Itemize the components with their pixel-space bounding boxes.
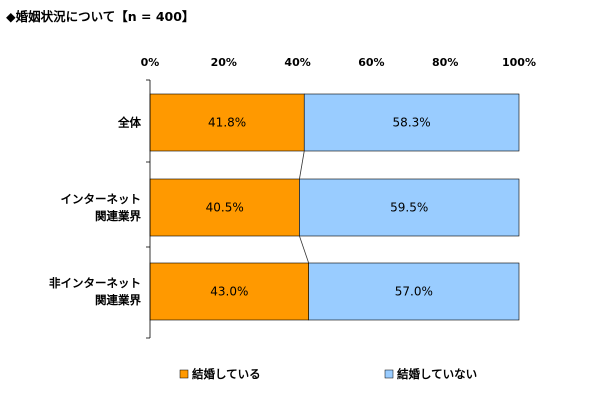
x-tick-label: 0% bbox=[141, 56, 160, 69]
category-label: 関連業界 bbox=[95, 293, 141, 307]
chart-title: ◆婚姻状況について【n = 400】 bbox=[6, 9, 195, 24]
series-line bbox=[299, 235, 310, 264]
data-label: 59.5% bbox=[390, 201, 428, 215]
legend-label: 結婚していない bbox=[397, 367, 477, 381]
legend-label: 結婚している bbox=[192, 367, 261, 381]
category-label: 非インターネット bbox=[49, 276, 141, 290]
category-label: 全体 bbox=[117, 116, 141, 130]
x-tick-label: 60% bbox=[358, 56, 384, 69]
x-tick-label: 80% bbox=[432, 56, 458, 69]
bar-segment bbox=[299, 178, 520, 237]
legend-swatch bbox=[179, 369, 189, 379]
x-tick-label: 100% bbox=[502, 56, 536, 69]
data-label: 40.5% bbox=[206, 201, 244, 215]
data-label: 41.8% bbox=[208, 116, 246, 130]
series-line bbox=[299, 150, 305, 180]
bar-segment bbox=[303, 93, 520, 152]
x-tick-label: 20% bbox=[211, 56, 237, 69]
data-label: 57.0% bbox=[395, 285, 433, 299]
legend-swatch bbox=[384, 369, 394, 379]
category-label: 関連業界 bbox=[95, 209, 141, 223]
bar-segment bbox=[149, 262, 309, 321]
category-label: インターネット bbox=[61, 192, 142, 206]
data-label: 43.0% bbox=[210, 285, 248, 299]
bar-segment bbox=[308, 262, 520, 321]
x-tick-label: 40% bbox=[284, 56, 310, 69]
data-label: 58.3% bbox=[393, 116, 431, 130]
